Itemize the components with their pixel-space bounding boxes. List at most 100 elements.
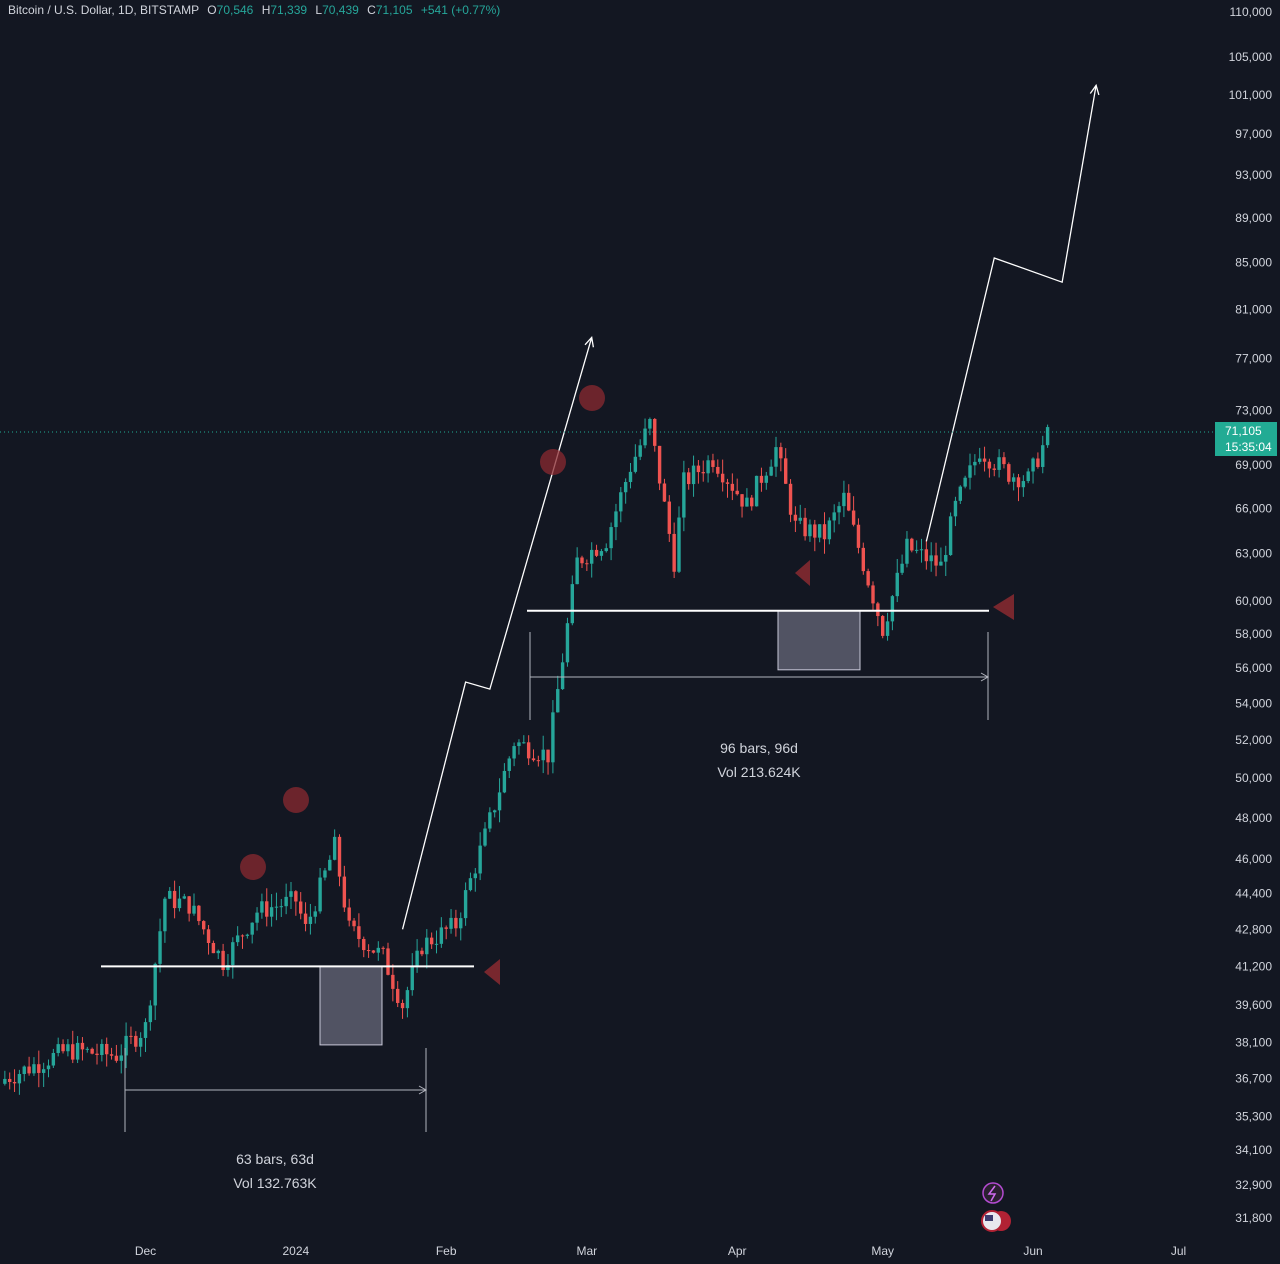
candle-body [580,557,584,564]
candle-body [124,1035,128,1056]
candle-body [1016,477,1021,488]
candle-body [522,742,526,744]
candle-body [958,486,962,501]
price-tick-label: 35,300 [1235,1110,1272,1124]
candle-body [643,428,647,446]
candle-body [119,1055,123,1061]
candle-body [803,517,807,537]
last-price-value: 71,105 [1225,424,1262,438]
candle-body [192,905,196,914]
price-axis[interactable]: 110,000 105,000 101,000 97,000 93,000 89,000 8… [1229,5,1273,1225]
candle-body [871,585,875,604]
candle-body [944,555,948,562]
range-volume-label: Vol 132.763K [233,1175,317,1191]
candle-body [837,506,841,513]
time-tick-label: 2024 [282,1244,309,1258]
candle-body [876,603,880,617]
candle-body [129,1035,133,1037]
candle-body [754,475,759,507]
candle-body [105,1043,109,1055]
candle-body [623,482,628,493]
candle-body [245,934,250,936]
time-tick-label: Jul [1171,1244,1186,1258]
time-axis[interactable]: Dec 2024 Feb Mar Apr May Jun Jul [135,1244,1186,1258]
candle-body [885,621,890,636]
candle-body [168,890,172,899]
time-tick-label: Dec [135,1244,156,1258]
candle-body [910,538,914,551]
candle-body [526,742,531,759]
lightning-event-icon [982,1182,1004,1204]
candle-body [997,457,1001,470]
candle-body [366,950,371,952]
liquidity-zone-box [319,965,383,1046]
candle-body [784,458,788,484]
candle-body [71,1044,75,1060]
price-tick-label: 42,800 [1235,922,1272,936]
price-tick-label: 97,000 [1235,127,1272,141]
candle-body [493,810,497,813]
candle-body [1041,445,1045,467]
bar-countdown: 15:35:04 [1225,440,1272,454]
candle-body [37,1064,41,1073]
arrow-head [1089,83,1100,96]
date-range-tool: 96 bars, 96d Vol 213.624K [529,632,990,780]
candle-body [575,557,579,585]
candle-body [982,458,987,462]
candle-body [216,950,220,954]
time-tick-label: May [871,1244,894,1258]
candle-body [851,510,856,525]
candle-body [570,584,574,624]
candle-body [61,1044,65,1052]
candle-body [473,873,477,879]
candle-body [274,906,279,908]
candle-body [153,963,157,1006]
change-value: +541 (+0.77%) [420,3,501,17]
candle-body [56,1044,60,1053]
candle-body [454,917,458,929]
price-tick-label: 50,000 [1235,771,1272,785]
candle-body [134,1035,138,1047]
candle-body [677,517,681,572]
candle-body [206,929,211,943]
candle-body [114,1055,119,1061]
candle-body [861,547,865,572]
candle-body [362,938,366,951]
candle-body [895,572,899,597]
swing-high-marker [283,787,309,813]
price-tick-label: 81,000 [1235,302,1272,316]
candle-body [720,473,725,483]
close-value: 71,105 [375,3,413,17]
candle-body [357,926,361,939]
candle-body [95,1053,99,1056]
price-tick-label: 54,000 [1235,696,1272,710]
time-tick-label: Apr [728,1244,747,1258]
candle-body [303,913,308,924]
candle-body [391,974,395,989]
candle-body [546,749,550,763]
price-tick-label: 46,000 [1235,852,1272,866]
price-tick-label: 31,800 [1235,1211,1272,1225]
price-tick-label: 89,000 [1235,211,1272,225]
candle-body [371,950,376,953]
candle-body [551,712,555,763]
candle-body [463,890,468,919]
symbol-title[interactable]: Bitcoin / U.S. Dollar, 1D, BITSTAMP [8,3,199,17]
date-range-tool: 63 bars, 63d Vol 132.763K [124,1048,428,1191]
candle-body [512,746,516,759]
price-tick-label: 93,000 [1235,168,1272,182]
candle-body [313,911,317,917]
support-marker-triangle [795,560,810,586]
candle-body [832,512,836,521]
candle-body [968,465,972,478]
price-tick-label: 32,900 [1235,1178,1272,1192]
candle-body [662,483,667,502]
candle-body [822,524,827,540]
candle-body [299,901,303,914]
candle-body [85,1048,89,1050]
candle-body [725,482,730,484]
candle-body [294,891,298,902]
candle-body [182,896,186,899]
lightning-bolt-glyph [987,1185,997,1202]
